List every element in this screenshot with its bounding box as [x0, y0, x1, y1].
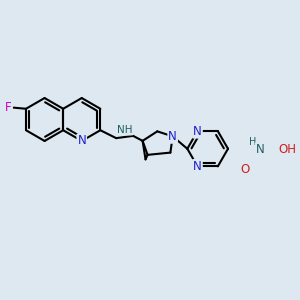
Text: N: N	[168, 130, 177, 143]
Text: N: N	[193, 160, 202, 173]
Text: F: F	[5, 101, 12, 114]
Text: OH: OH	[279, 143, 297, 156]
Text: N: N	[256, 143, 265, 156]
Text: NH: NH	[117, 124, 132, 135]
Text: O: O	[241, 163, 250, 176]
Text: H: H	[249, 137, 256, 147]
Text: N: N	[77, 134, 86, 148]
Text: N: N	[193, 124, 202, 138]
